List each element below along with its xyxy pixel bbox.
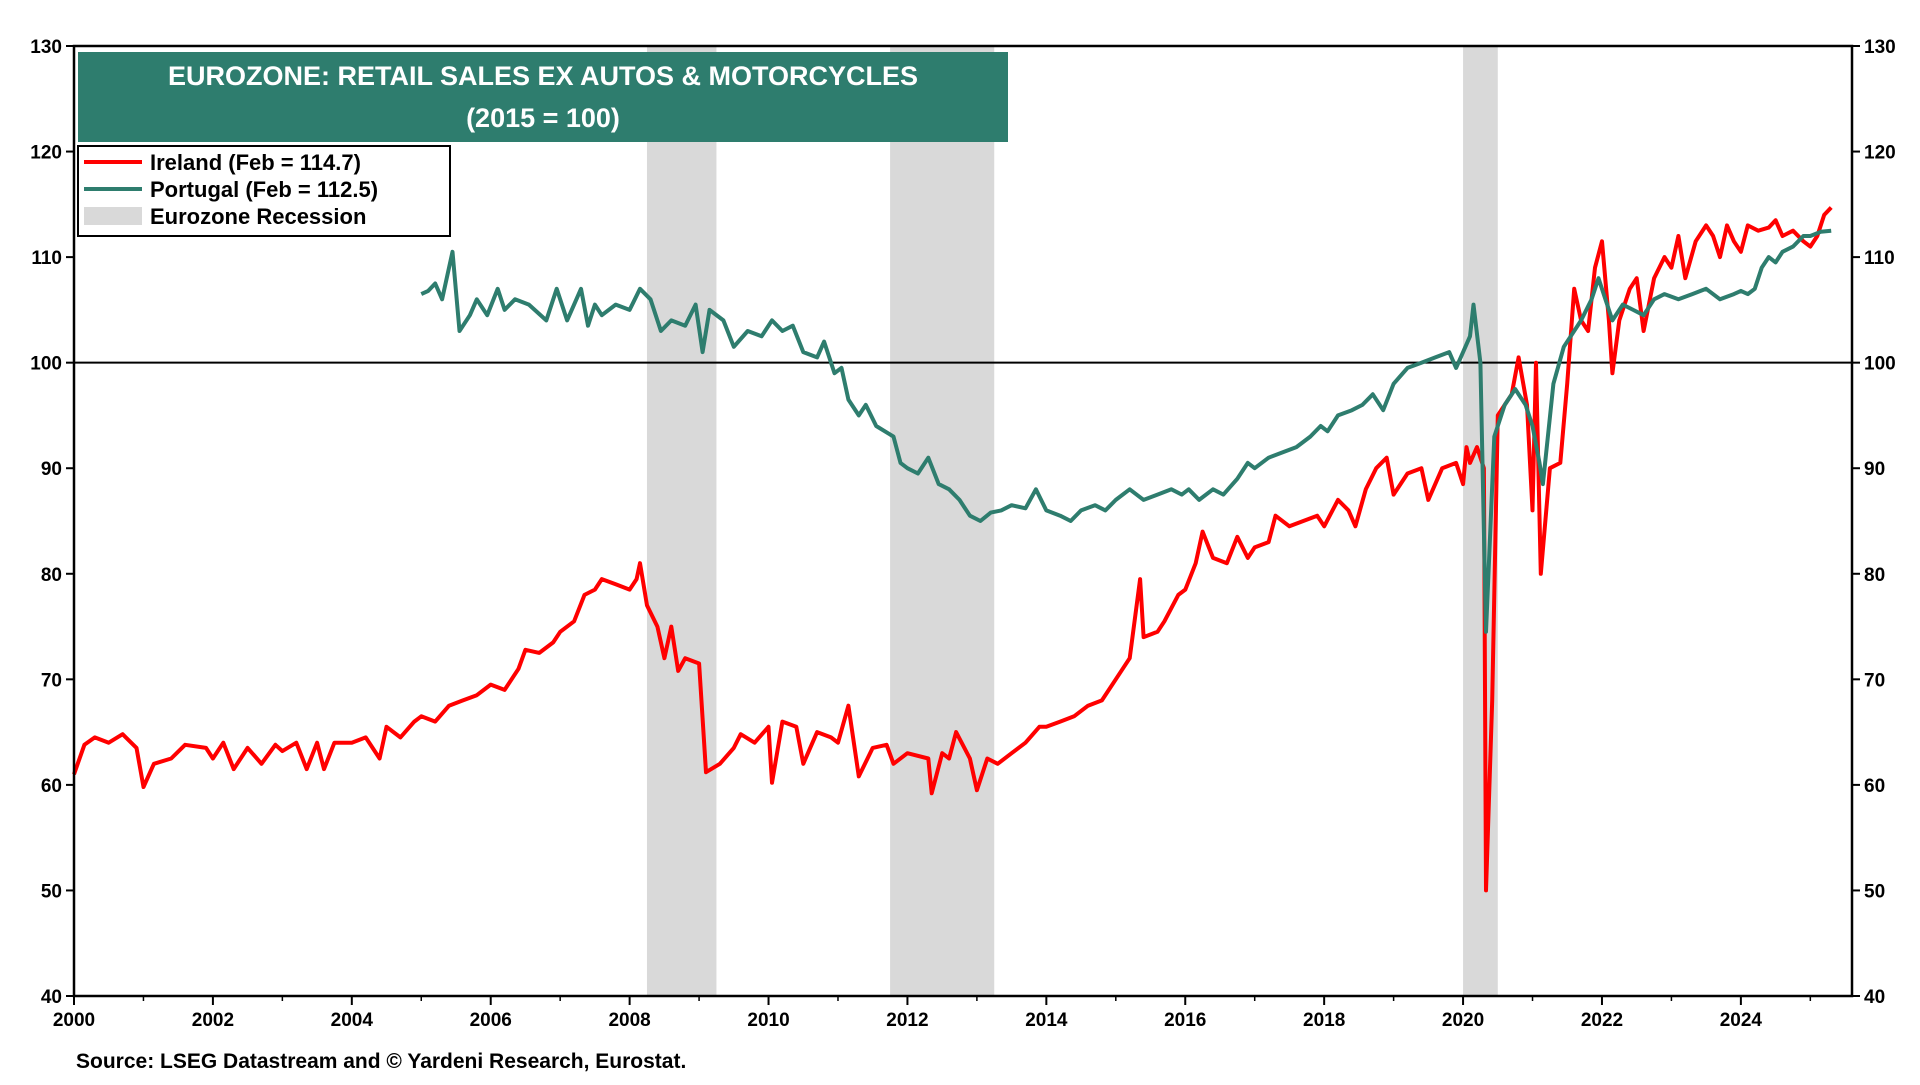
y-tick-label-right: 120 xyxy=(1864,143,1896,164)
y-tick-label-left: 40 xyxy=(41,987,62,1008)
y-tick-label-left: 70 xyxy=(41,670,62,691)
x-tick-label: 2024 xyxy=(1720,1010,1763,1031)
y-tick-label-right: 40 xyxy=(1864,987,1885,1008)
legend-label: Eurozone Recession xyxy=(150,204,366,229)
recession-band-1 xyxy=(646,46,717,996)
x-tick-label: 2014 xyxy=(1025,1010,1068,1031)
y-tick-label-right: 50 xyxy=(1864,881,1885,902)
x-tick-label: 2006 xyxy=(470,1010,512,1031)
axes: 40 40 50 50 60 60 70 70 80 80 90 90 100 100 110 110 120 1… xyxy=(30,37,1895,1031)
y-tick-label-left: 120 xyxy=(30,143,62,164)
y-tick-label-right: 90 xyxy=(1864,459,1885,480)
x-tick-label: 2008 xyxy=(608,1010,650,1031)
legend-label: Portugal (Feb = 112.5) xyxy=(150,177,378,202)
x-tick-label: 2012 xyxy=(886,1010,928,1031)
y-tick-label-right: 80 xyxy=(1864,565,1885,586)
y-tick-label-left: 50 xyxy=(41,881,62,902)
y-tick-label-right: 100 xyxy=(1864,354,1896,375)
y-tick-label-left: 130 xyxy=(30,37,62,58)
legend: Ireland (Feb = 114.7)Portugal (Feb = 112… xyxy=(77,145,451,237)
y-tick-label-right: 110 xyxy=(1864,248,1895,269)
x-tick-label: 2000 xyxy=(53,1010,95,1031)
x-tick-label: 2018 xyxy=(1303,1010,1345,1031)
chart-title: EUROZONE: RETAIL SALES EX AUTOS & MOTORC… xyxy=(168,61,918,91)
x-tick-label: 2004 xyxy=(331,1010,374,1031)
y-tick-label-left: 80 xyxy=(41,565,62,586)
y-tick-label-left: 110 xyxy=(31,248,62,269)
y-tick-label-left: 90 xyxy=(41,459,62,480)
legend-swatch-recession xyxy=(84,207,142,225)
x-tick-label: 2002 xyxy=(192,1010,234,1031)
plot-frame xyxy=(72,44,1854,998)
x-tick-label: 2022 xyxy=(1581,1010,1623,1031)
legend-label: Ireland (Feb = 114.7) xyxy=(150,150,361,175)
y-tick-label-right: 70 xyxy=(1864,670,1885,691)
y-tick-label-left: 100 xyxy=(30,354,62,375)
source-note: Source: LSEG Datastream and © Yardeni Re… xyxy=(76,1050,686,1073)
y-tick-label-right: 60 xyxy=(1864,776,1885,797)
y-tick-label-left: 60 xyxy=(41,776,62,797)
series-line-ireland xyxy=(72,206,1833,893)
x-tick-label: 2016 xyxy=(1164,1010,1206,1031)
title-box: EUROZONE: RETAIL SALES EX AUTOS & MOTORC… xyxy=(78,52,1008,142)
x-tick-label: 2010 xyxy=(747,1010,789,1031)
x-tick-label: 2020 xyxy=(1442,1010,1484,1031)
series-line-portugal xyxy=(420,228,1832,634)
title-background xyxy=(78,52,1008,142)
chart-subtitle: (2015 = 100) xyxy=(466,103,620,133)
series-lines xyxy=(72,206,1833,893)
y-tick-label-right: 130 xyxy=(1864,37,1896,58)
